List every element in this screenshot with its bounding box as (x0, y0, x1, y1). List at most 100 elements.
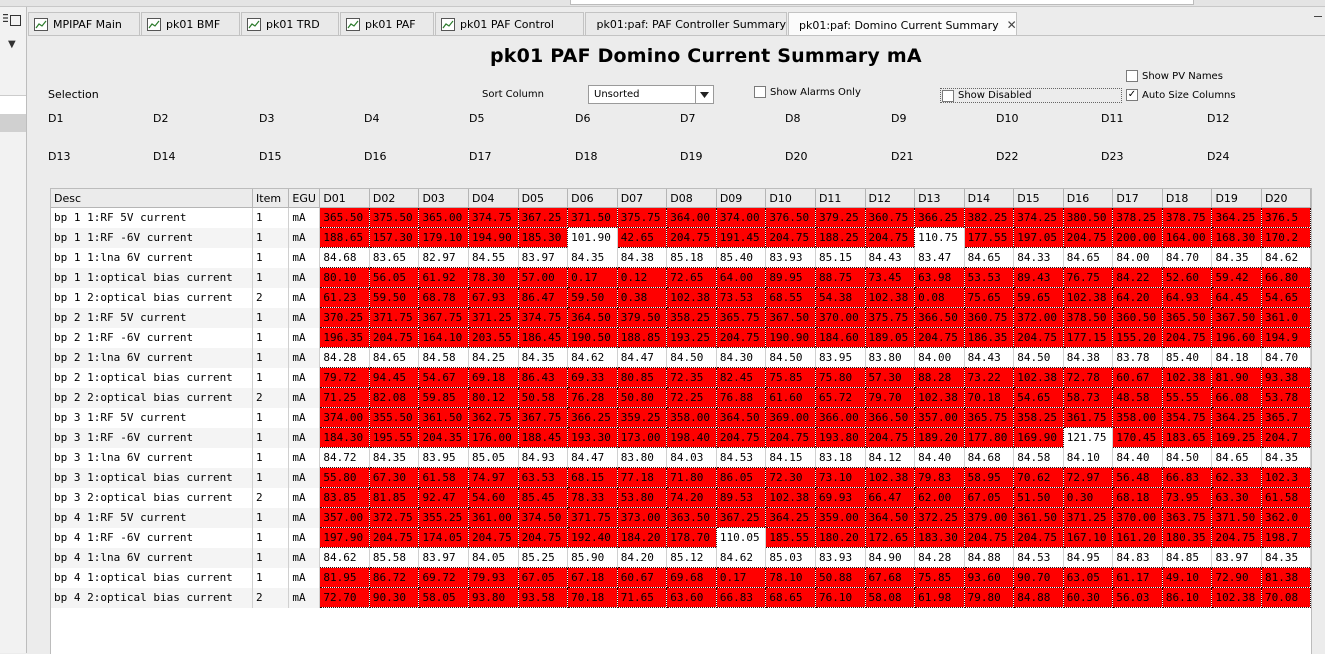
column-header-d10[interactable]: D10 (766, 189, 816, 208)
domino-select-d24[interactable]: D24 (1207, 150, 1229, 163)
show-pv-names-checkbox[interactable]: Show PV Names (1126, 70, 1223, 82)
value-cell: 198.40 (667, 428, 717, 448)
tab-pk01-paf[interactable]: pk01 PAF (340, 12, 434, 35)
column-header-d08[interactable]: D08 (667, 189, 717, 208)
domino-select-d8[interactable]: D8 (785, 112, 800, 125)
value-cell: 72.35 (667, 368, 717, 388)
domino-select-d9[interactable]: D9 (891, 112, 906, 125)
domino-select-d6[interactable]: D6 (575, 112, 590, 125)
domino-select-d2[interactable]: D2 (153, 112, 168, 125)
column-header-d20[interactable]: D20 (1262, 189, 1311, 208)
column-header-egu[interactable]: EGU (289, 189, 320, 208)
value-cell: 84.43 (964, 348, 1014, 368)
domino-select-d7[interactable]: D7 (680, 112, 695, 125)
chevron-down-icon[interactable]: ▼ (8, 39, 16, 50)
checkbox-box[interactable] (1126, 70, 1138, 82)
auto-size-columns-checkbox[interactable]: ✓Auto Size Columns (1126, 89, 1236, 101)
column-header-d03[interactable]: D03 (419, 189, 469, 208)
show-disabled-checkbox[interactable]: Show Disabled (940, 88, 1122, 103)
domino-select-d18[interactable]: D18 (575, 150, 597, 163)
domino-select-d3[interactable]: D3 (259, 112, 274, 125)
checkbox-box[interactable] (942, 90, 954, 102)
close-icon[interactable]: ✕ (1007, 18, 1017, 32)
column-header-d15[interactable]: D15 (1014, 189, 1064, 208)
column-header-d13[interactable]: D13 (915, 189, 965, 208)
column-header-item[interactable]: Item (253, 189, 289, 208)
menu-icon[interactable] (3, 13, 9, 23)
domino-select-d23[interactable]: D23 (1101, 150, 1123, 163)
domino-select-d4[interactable]: D4 (364, 112, 379, 125)
domino-select-d19[interactable]: D19 (680, 150, 702, 163)
column-header-d18[interactable]: D18 (1162, 189, 1212, 208)
column-header-d12[interactable]: D12 (865, 189, 915, 208)
side-panel-input[interactable] (0, 95, 26, 115)
column-header-desc[interactable]: Desc (51, 189, 253, 208)
column-header-d04[interactable]: D04 (469, 189, 519, 208)
domino-select-d20[interactable]: D20 (785, 150, 807, 163)
domino-select-d12[interactable]: D12 (1207, 112, 1229, 125)
checkbox-box[interactable]: ✓ (1126, 89, 1138, 101)
value-cell: 371.50 (568, 208, 618, 228)
show-alarms-only-checkbox[interactable]: Show Alarms Only (754, 86, 861, 98)
domino-select-d1[interactable]: D1 (48, 112, 63, 125)
domino-select-d15[interactable]: D15 (259, 150, 281, 163)
column-header-d01[interactable]: D01 (320, 189, 370, 208)
value-cell: 84.53 (716, 448, 766, 468)
maximize-icon[interactable] (10, 15, 21, 26)
column-header-d11[interactable]: D11 (815, 189, 865, 208)
tab-paf-controller-summary[interactable]: pk01:paf: PAF Controller Summary (585, 12, 787, 35)
domino-select-d16[interactable]: D16 (364, 150, 386, 163)
column-header-d17[interactable]: D17 (1113, 189, 1163, 208)
dropdown-arrow-icon[interactable] (695, 86, 713, 103)
domino-select-d13[interactable]: D13 (48, 150, 70, 163)
domino-select-d5[interactable]: D5 (469, 112, 484, 125)
column-header-d09[interactable]: D09 (716, 189, 766, 208)
domino-select-d14[interactable]: D14 (153, 150, 175, 163)
tab-mpipaf-main[interactable]: MPIPAF Main (28, 12, 140, 35)
checkbox-box[interactable] (754, 86, 766, 98)
column-header-d19[interactable]: D19 (1212, 189, 1262, 208)
desc-cell: bp 2 1:lna 6V current (51, 348, 253, 368)
column-header-d06[interactable]: D06 (568, 189, 618, 208)
value-cell: 197.05 (1014, 228, 1064, 248)
column-header-d02[interactable]: D02 (369, 189, 419, 208)
tab-pk01-trd[interactable]: pk01 TRD (241, 12, 339, 35)
domino-select-d21[interactable]: D21 (891, 150, 913, 163)
sort-column-select[interactable]: Unsorted (588, 85, 714, 104)
side-panel-selected-item[interactable] (0, 114, 26, 132)
column-header-d07[interactable]: D07 (617, 189, 667, 208)
domino-select-d11[interactable]: D11 (1101, 112, 1123, 125)
minimize-icon[interactable] (1314, 16, 1322, 17)
domino-select-d10[interactable]: D10 (996, 112, 1018, 125)
domino-select-d17[interactable]: D17 (469, 150, 491, 163)
column-header-d14[interactable]: D14 (964, 189, 1014, 208)
tab-pk01-bmf[interactable]: pk01 BMF (141, 12, 240, 35)
column-header-d16[interactable]: D16 (1063, 189, 1113, 208)
tab-pk01-paf-control[interactable]: pk01 PAF Control (435, 12, 584, 35)
tab-domino-current-summary[interactable]: pk01:paf: Domino Current Summary✕ (788, 12, 1017, 37)
top-input-field[interactable] (570, 0, 1194, 5)
domino-select-d22[interactable]: D22 (996, 150, 1018, 163)
value-cell: 188.45 (518, 428, 568, 448)
column-header-d05[interactable]: D05 (518, 189, 568, 208)
